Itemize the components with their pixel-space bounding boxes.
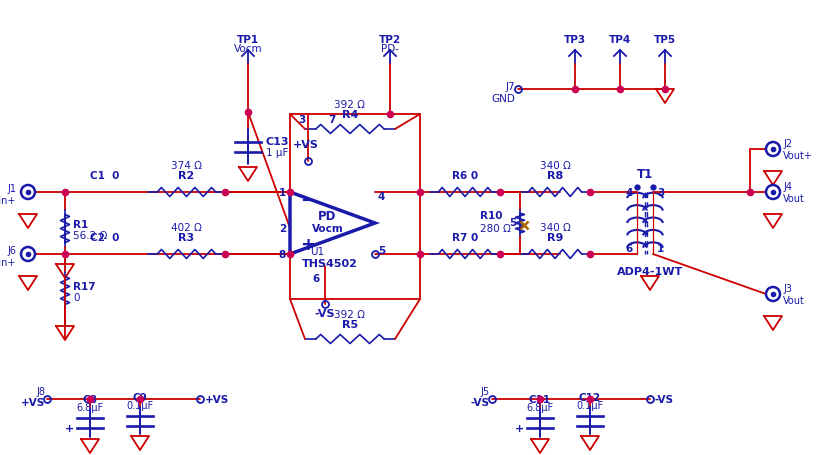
- Text: ADP4-1WT: ADP4-1WT: [617, 267, 683, 276]
- Text: C11: C11: [529, 394, 551, 404]
- Text: R8: R8: [547, 171, 563, 181]
- Text: R4: R4: [342, 110, 358, 120]
- Text: R3: R3: [178, 233, 194, 243]
- Text: Vocm: Vocm: [234, 44, 263, 54]
- Text: -VS: -VS: [471, 397, 490, 407]
- Text: 2: 2: [279, 223, 286, 233]
- Text: 6.8μF: 6.8μF: [76, 402, 104, 412]
- Text: TP2: TP2: [379, 35, 401, 45]
- Text: 4: 4: [626, 187, 633, 197]
- Text: C1  0: C1 0: [90, 171, 119, 181]
- Text: +: +: [65, 423, 74, 433]
- Text: TP4: TP4: [609, 35, 631, 45]
- Text: +VS: +VS: [293, 140, 319, 150]
- Text: J6
Vin+: J6 Vin+: [0, 246, 16, 267]
- Text: 1: 1: [279, 187, 286, 197]
- Text: R17: R17: [73, 281, 96, 291]
- Text: 3: 3: [298, 115, 305, 125]
- Text: C12: C12: [579, 392, 601, 402]
- Text: 402 Ω: 402 Ω: [171, 222, 201, 233]
- Text: R6 0: R6 0: [452, 171, 478, 181]
- Text: +VS: +VS: [20, 397, 45, 407]
- Text: C9: C9: [133, 392, 147, 402]
- Text: 5: 5: [509, 217, 516, 228]
- Text: J2
Vout+: J2 Vout+: [783, 139, 813, 161]
- Text: 3: 3: [657, 187, 664, 197]
- Text: J7
GND: J7 GND: [491, 82, 515, 104]
- Text: J8: J8: [36, 386, 45, 396]
- Text: PD-: PD-: [381, 44, 399, 54]
- Text: TP1: TP1: [237, 35, 259, 45]
- Text: 392 Ω: 392 Ω: [335, 100, 366, 110]
- Text: THS4502: THS4502: [302, 258, 358, 268]
- Text: R5: R5: [342, 319, 358, 329]
- Text: PD: PD: [318, 209, 336, 222]
- Text: 5: 5: [378, 245, 385, 255]
- Text: 4: 4: [378, 192, 385, 202]
- Text: 392 Ω: 392 Ω: [335, 309, 366, 319]
- Text: 6: 6: [626, 243, 633, 253]
- Text: R1: R1: [73, 219, 88, 229]
- Text: J3
Vout: J3 Vout: [783, 283, 805, 305]
- Text: 1 μF: 1 μF: [266, 148, 289, 157]
- Text: 0: 0: [73, 293, 79, 302]
- Text: J1
Vin+: J1 Vin+: [0, 184, 16, 205]
- Text: T1: T1: [637, 167, 653, 181]
- Text: J5: J5: [481, 386, 490, 396]
- Text: R7 0: R7 0: [452, 233, 479, 243]
- Text: 0.1μF: 0.1μF: [577, 400, 604, 410]
- Text: -VS: -VS: [655, 394, 674, 404]
- Text: 7: 7: [328, 115, 335, 125]
- Text: +: +: [300, 236, 315, 253]
- Text: Vocm: Vocm: [312, 223, 344, 233]
- Text: J4
Vout: J4 Vout: [783, 182, 805, 203]
- Text: R10: R10: [480, 211, 502, 221]
- Text: 0.1μF: 0.1μF: [127, 400, 154, 410]
- Text: 6: 6: [312, 273, 319, 283]
- Text: U1: U1: [310, 247, 324, 257]
- Text: TP5: TP5: [654, 35, 676, 45]
- Text: 8: 8: [279, 249, 286, 259]
- Text: C2  0: C2 0: [90, 233, 119, 243]
- Text: R2: R2: [178, 171, 194, 181]
- Text: R9: R9: [546, 233, 563, 243]
- Text: 6.8μF: 6.8μF: [527, 402, 554, 412]
- Text: 56.2 Ω: 56.2 Ω: [73, 231, 107, 241]
- Text: C8: C8: [83, 394, 97, 404]
- Text: 340 Ω: 340 Ω: [540, 222, 570, 233]
- Text: 374 Ω: 374 Ω: [170, 161, 201, 171]
- Text: +VS: +VS: [205, 394, 229, 404]
- Text: −: −: [300, 192, 315, 210]
- Text: 280 Ω: 280 Ω: [480, 223, 511, 233]
- Text: 1: 1: [657, 243, 664, 253]
- Text: C13: C13: [266, 136, 290, 147]
- Text: -VS: -VS: [315, 308, 335, 318]
- Text: TP3: TP3: [564, 35, 586, 45]
- Text: 340 Ω: 340 Ω: [540, 161, 570, 171]
- Text: +: +: [515, 423, 524, 433]
